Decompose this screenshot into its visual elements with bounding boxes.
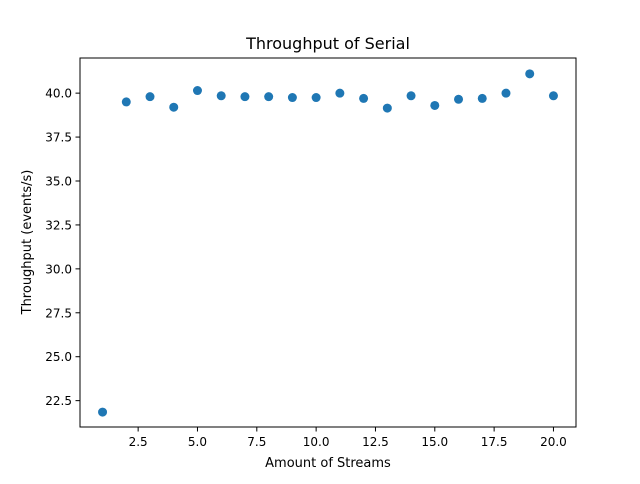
data-point	[216, 91, 226, 101]
data-point	[121, 97, 131, 107]
data-point	[287, 93, 297, 103]
x-axis-label: Amount of Streams	[265, 456, 391, 471]
x-axis-ticks: 2.5 5.0 7.5 10.0 12.5 15.0 17.5 20.0	[129, 427, 567, 449]
y-tick-label: 22.5	[45, 394, 72, 408]
y-tick-label: 35.0	[45, 175, 72, 189]
data-point	[264, 92, 274, 102]
data-point	[359, 93, 369, 103]
data-point	[169, 102, 179, 112]
y-tick-label: 30.0	[45, 262, 72, 276]
data-point	[548, 91, 558, 101]
data-point	[382, 103, 392, 113]
data-point	[406, 91, 416, 101]
x-tick-label: 10.0	[303, 435, 330, 449]
x-tick-label: 2.5	[129, 435, 148, 449]
chart-title: Throughput of Serial	[245, 34, 410, 53]
data-point	[454, 94, 464, 104]
x-tick-label: 17.5	[481, 435, 508, 449]
x-tick-label: 12.5	[362, 435, 389, 449]
data-point	[145, 92, 155, 102]
y-tick-label: 27.5	[45, 306, 72, 320]
y-tick-label: 32.5	[45, 218, 72, 232]
x-tick-label: 7.5	[247, 435, 266, 449]
x-tick-label: 20.0	[540, 435, 567, 449]
data-point	[240, 92, 250, 102]
data-point	[501, 88, 511, 98]
y-axis-label: Throughput (events/s)	[20, 170, 35, 316]
data-point	[335, 88, 345, 98]
plot-frame	[79, 57, 577, 428]
data-point	[477, 93, 487, 103]
x-tick-label: 15.0	[421, 435, 448, 449]
data-point	[430, 100, 440, 110]
x-tick-label: 5.0	[188, 435, 207, 449]
data-point	[192, 86, 202, 96]
data-points	[98, 69, 558, 417]
y-tick-label: 37.5	[45, 131, 72, 145]
y-axis-ticks: 22.5 25.0 27.5 30.0 32.5 35.0 37.5 40.0	[45, 87, 80, 408]
y-tick-label: 40.0	[45, 87, 72, 101]
data-point	[98, 407, 108, 417]
y-tick-label: 25.0	[45, 350, 72, 364]
data-point	[311, 93, 321, 103]
data-point	[525, 69, 535, 79]
